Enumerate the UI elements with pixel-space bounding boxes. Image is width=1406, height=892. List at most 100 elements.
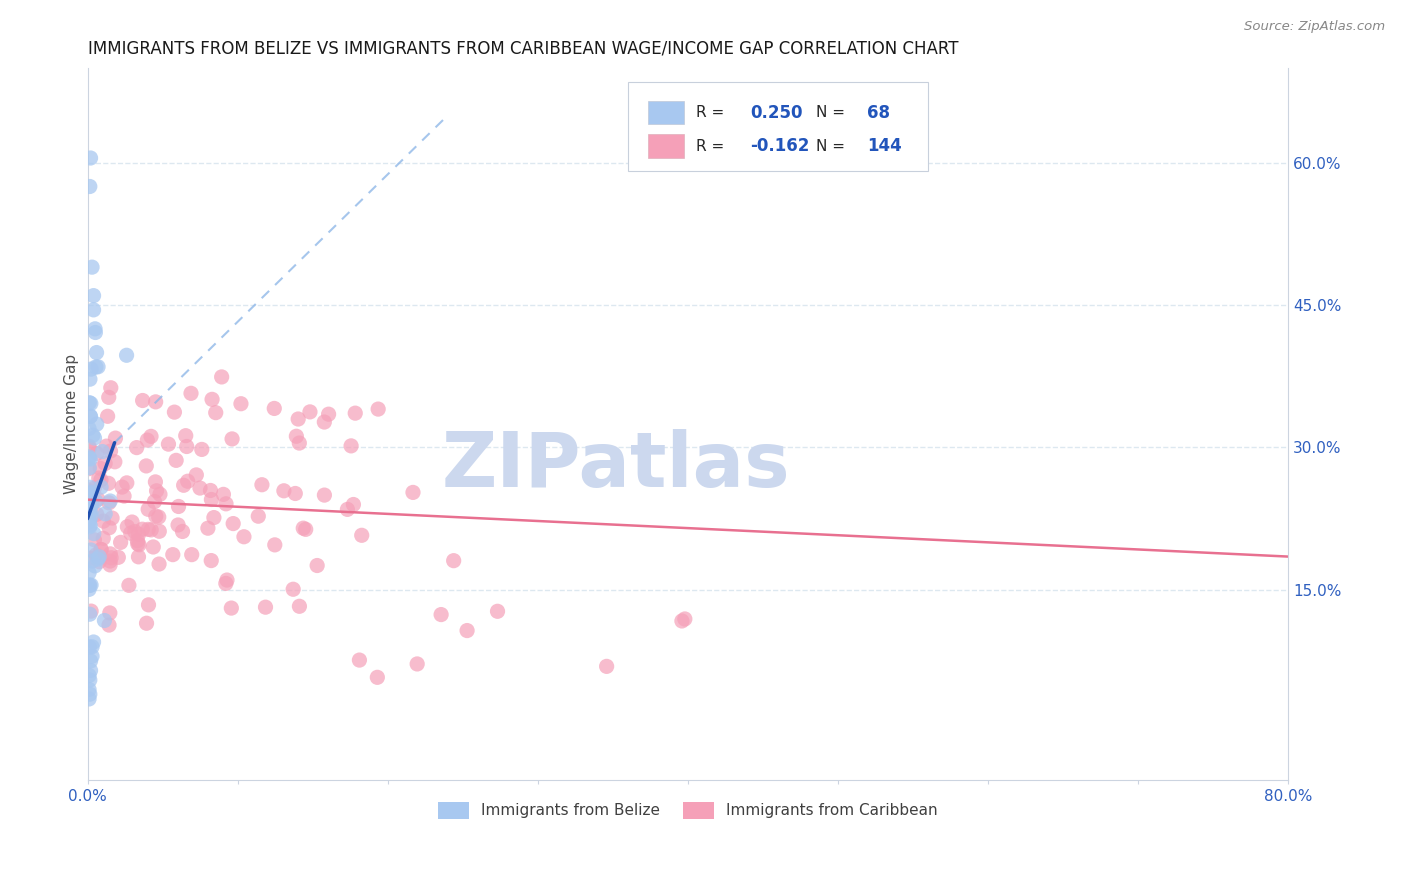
Point (177, 475, 200, 489)
Point (135, 616, 157, 631)
Point (77, 668, 100, 682)
Point (83, 533, 105, 547)
Point (212, 487, 235, 501)
Point (80, 509, 103, 524)
Point (83, 526, 105, 541)
Point (202, 510, 225, 524)
Point (79, 409, 101, 424)
Point (350, 528, 373, 542)
Point (145, 395, 167, 409)
Point (233, 530, 256, 544)
Point (79, 578, 101, 592)
Point (406, 657, 429, 671)
Point (595, 659, 617, 673)
Point (98, 558, 121, 572)
Point (89, 549, 111, 564)
Point (128, 527, 150, 541)
Point (80, 551, 103, 566)
Point (215, 497, 238, 511)
Point (77, 489, 100, 503)
Point (80, 649, 103, 664)
Point (77, 692, 100, 706)
Point (136, 502, 159, 516)
Point (366, 670, 388, 684)
Point (80, 362, 103, 376)
Point (136, 522, 159, 536)
Point (77, 461, 100, 475)
Point (90, 473, 112, 487)
Point (79, 151, 101, 165)
Point (77, 451, 100, 466)
Point (94, 507, 117, 521)
Point (80, 543, 103, 558)
Point (145, 509, 167, 524)
Point (100, 550, 122, 565)
Point (100, 381, 122, 395)
Point (91, 531, 114, 545)
Point (96, 439, 118, 453)
Point (98, 521, 121, 535)
Point (111, 480, 134, 494)
Point (112, 489, 135, 503)
Point (349, 653, 371, 667)
Point (83, 431, 105, 445)
Point (77, 439, 100, 453)
Point (118, 578, 141, 592)
Point (79, 460, 101, 475)
Point (98, 618, 121, 632)
Point (292, 521, 315, 535)
Point (94, 457, 117, 471)
Point (215, 573, 238, 587)
Point (97, 409, 120, 424)
Point (90, 542, 112, 557)
Point (87, 359, 110, 374)
Point (97, 390, 120, 404)
Point (79, 640, 101, 654)
Point (148, 510, 170, 524)
Point (180, 386, 202, 401)
Point (90, 480, 112, 494)
Point (90, 542, 112, 557)
Point (165, 453, 187, 467)
Point (80, 485, 103, 500)
Point (80, 396, 103, 410)
Point (200, 483, 222, 498)
Point (314, 415, 336, 429)
FancyBboxPatch shape (628, 82, 928, 171)
Point (84, 359, 107, 374)
Text: 144: 144 (868, 137, 901, 155)
Point (82, 554, 104, 568)
Point (342, 498, 364, 512)
Point (83, 302, 105, 317)
Point (318, 407, 340, 421)
Point (77, 487, 100, 501)
Point (131, 522, 153, 536)
Point (77, 682, 100, 697)
Point (215, 576, 238, 591)
Point (142, 540, 165, 554)
Point (204, 406, 226, 420)
Point (101, 511, 124, 525)
Point (79, 687, 101, 701)
Point (110, 535, 132, 549)
Point (188, 481, 211, 495)
Point (254, 600, 277, 615)
Point (77, 421, 100, 435)
Point (121, 515, 143, 529)
Point (200, 553, 222, 567)
Point (77, 514, 100, 528)
Point (163, 405, 186, 419)
Point (79, 500, 101, 514)
Text: -0.162: -0.162 (751, 137, 810, 155)
Point (79, 518, 101, 533)
Point (127, 549, 149, 564)
Point (79, 483, 101, 498)
Point (288, 436, 311, 450)
Point (77, 578, 100, 592)
Point (127, 537, 149, 551)
Point (486, 604, 509, 618)
Point (97, 476, 120, 491)
Point (273, 483, 295, 498)
Point (287, 412, 309, 426)
Point (176, 440, 198, 454)
